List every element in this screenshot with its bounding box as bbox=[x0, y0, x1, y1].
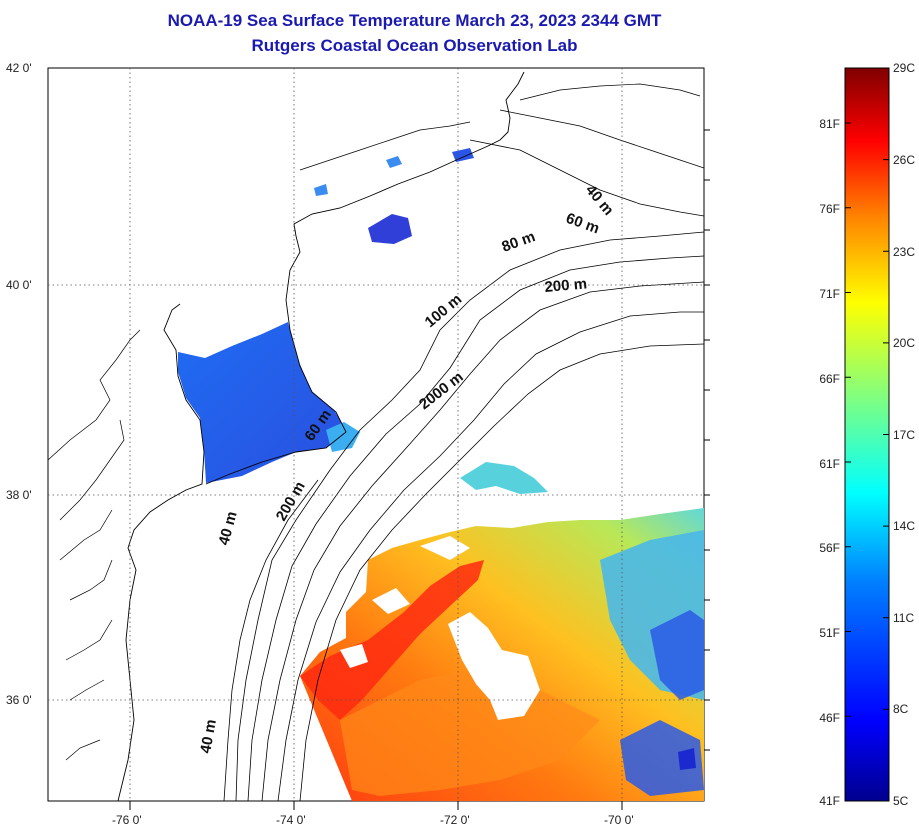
cloud-gap bbox=[372, 588, 410, 614]
coastline-detail bbox=[48, 83, 701, 761]
graticule bbox=[48, 68, 704, 801]
colorbar-celsius-label: 11C bbox=[893, 611, 914, 625]
depth-label: 40 m bbox=[197, 718, 220, 755]
frame-ticks bbox=[129, 129, 710, 810]
lat-tick-label: 40 0' bbox=[6, 278, 32, 292]
colorbar-celsius-label: 5C bbox=[893, 794, 909, 808]
sst-patch-chesapeake bbox=[178, 322, 346, 483]
sst-patch-offshore bbox=[452, 148, 474, 162]
lon-tick-label: -70 0' bbox=[604, 813, 634, 827]
sst-warm-band bbox=[340, 670, 600, 796]
lat-tick-label: 38 0' bbox=[6, 488, 32, 502]
lon-tick-label: -72 0' bbox=[440, 813, 470, 827]
sst-patch-cyan bbox=[460, 462, 548, 494]
lon-tick-label: -76 0' bbox=[112, 813, 142, 827]
colorbar-ticks bbox=[845, 67, 889, 802]
cloud-gap bbox=[340, 644, 368, 668]
colorbar-fahrenheit-label: 76F bbox=[819, 202, 840, 216]
sst-patch-cyan-small bbox=[326, 422, 360, 452]
colorbar-celsius-label: 8C bbox=[893, 702, 909, 716]
bathymetry-contours bbox=[223, 109, 704, 801]
sst-cold-patch bbox=[650, 610, 704, 700]
colorbar-fahrenheit-label: 56F bbox=[819, 541, 840, 555]
cloud-gap bbox=[448, 612, 540, 720]
sst-patch-offshore bbox=[314, 184, 328, 196]
coastline bbox=[117, 71, 525, 801]
map-title: NOAA-19 Sea Surface Temperature March 23… bbox=[167, 11, 662, 30]
colorbar bbox=[844, 67, 890, 802]
colorbar-celsius-label: 14C bbox=[893, 519, 915, 533]
colorbar-fahrenheit-label: 61F bbox=[819, 457, 840, 471]
colorbar-celsius-label: 26C bbox=[893, 153, 915, 167]
sst-patch-offshore bbox=[368, 214, 412, 244]
colorbar-fahrenheit-label: 66F bbox=[819, 372, 840, 386]
sst-cold-patch bbox=[678, 748, 696, 770]
lat-tick-label: 36 0' bbox=[6, 693, 32, 707]
cloud-gap bbox=[420, 536, 470, 560]
colorbar-celsius-label: 20C bbox=[893, 336, 915, 350]
colorbar-celsius-label: 29C bbox=[893, 61, 915, 75]
colorbar-fahrenheit-label: 41F bbox=[819, 794, 840, 808]
colorbar-fahrenheit-label: 81F bbox=[819, 117, 840, 131]
lat-tick-label: 42 0' bbox=[6, 61, 32, 75]
sst-patch-offshore bbox=[386, 156, 402, 168]
sst-warm-core bbox=[300, 560, 484, 720]
sst-cold-patch bbox=[620, 720, 704, 796]
lon-tick-label: -74 0' bbox=[276, 813, 306, 827]
depth-label: 200 m bbox=[544, 275, 588, 296]
map-subtitle: Rutgers Coastal Ocean Observation Lab bbox=[251, 36, 578, 55]
colorbar-celsius-label: 17C bbox=[893, 428, 915, 442]
colorbar-fahrenheit-label: 71F bbox=[819, 287, 840, 301]
colorbar-fahrenheit-label: 46F bbox=[819, 711, 840, 725]
colorbar-celsius-label: 23C bbox=[893, 245, 915, 259]
colorbar-fahrenheit-label: 51F bbox=[819, 626, 840, 640]
